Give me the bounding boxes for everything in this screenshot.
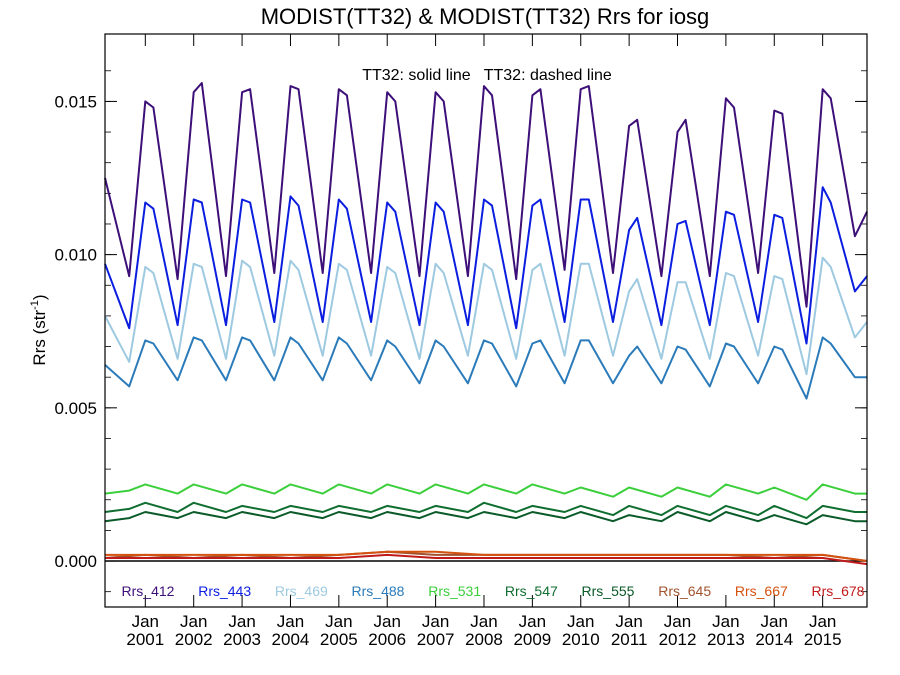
series-line-rrs_488 [104,336,867,400]
legend: Rrs_412 Rrs_443 Rrs_469 Rrs_488 Rrs_531 Rrs_5… [122,583,865,599]
series-line-rrs_667 [105,550,868,562]
y-tick-label: 0.000 [54,552,97,571]
legend-entry-rrs_469: Rrs_469 [275,583,328,599]
x-tick-label-year: 2012 [659,630,697,649]
x-tick-label-year: 2001 [126,630,164,649]
series-line-rrs_555 [104,511,867,526]
x-tick-label-month: Jan [712,612,739,631]
series-line-rrs_678 [105,553,868,566]
y-axis-label-suffix: ) [30,294,49,300]
series-line-rrs_531 [104,483,867,501]
x-tick-label-month: Jan [809,612,836,631]
x-tick-label-year: 2005 [320,630,358,649]
series-line-rrs_443 [104,186,868,345]
x-tick-label-year: 2008 [465,630,503,649]
x-tick-label-year: 2011 [611,630,648,649]
y-tick-label: 0.005 [54,399,97,418]
plot-frame [104,33,868,608]
legend-entry-rrs_555: Rrs_555 [582,583,635,599]
x-tick-label-year: 2009 [513,630,551,649]
x-tick-label-month: Jan [761,612,788,631]
x-tick-label-month: Jan [519,612,546,631]
line-style-annotation: TT32: solid line TT32: dashed line [362,67,612,84]
legend-entry-rrs_645: Rrs_645 [658,583,711,599]
axes-group: 0.0000.0050.0100.015Jan2001Jan2002Jan200… [54,34,867,649]
x-tick-label-month: Jan [567,612,594,631]
x-tick-label-month: Jan [277,612,304,631]
legend-entry-rrs_531: Rrs_531 [428,583,481,599]
x-tick-label-month: Jan [325,612,352,631]
x-tick-label-year: 2006 [368,630,406,649]
series-line-rrs_547 [104,501,867,520]
legend-entry-rrs_547: Rrs_547 [505,583,558,599]
legend-entry-rrs_488: Rrs_488 [352,583,405,599]
legend-entry-rrs_412: Rrs_412 [122,583,175,599]
x-tick-label-year: 2007 [417,630,455,649]
x-tick-label-month: Jan [374,612,401,631]
series-lines-group [104,82,868,566]
x-tick-label-year: 2003 [223,630,261,649]
legend-entry-rrs_678: Rrs_678 [812,583,865,599]
y-tick-label: 0.010 [54,246,97,265]
y-axis-label-superscript: -1 [29,300,41,310]
x-tick-label-month: Jan [228,612,255,631]
series-line-rrs_645 [104,550,868,562]
x-tick-label-month: Jan [180,612,207,631]
series-line-rrs_412 [104,82,868,308]
x-tick-label-year: 2015 [804,630,842,649]
y-axis-label-main: Rrs (str [30,310,49,366]
chart-title: MODIST(TT32) & MODIST(TT32) Rrs for iosg [261,4,710,29]
series-line-rrs_469 [104,256,868,376]
y-tick-label: 0.015 [54,92,97,111]
y-axis-label: Rrs (str-1) [29,294,49,365]
x-tick-label-year: 2004 [272,630,310,649]
x-tick-label-month: Jan [615,612,642,631]
x-tick-label-year: 2013 [707,630,745,649]
x-tick-label-month: Jan [422,612,449,631]
x-tick-label-month: Jan [470,612,497,631]
x-tick-label-month: Jan [132,612,159,631]
x-tick-label-year: 2002 [175,630,213,649]
x-tick-label-year: 2014 [755,630,793,649]
legend-entry-rrs_443: Rrs_443 [198,583,251,599]
x-tick-label-year: 2010 [562,630,600,649]
x-tick-label-month: Jan [664,612,691,631]
legend-entry-rrs_667: Rrs_667 [735,583,788,599]
